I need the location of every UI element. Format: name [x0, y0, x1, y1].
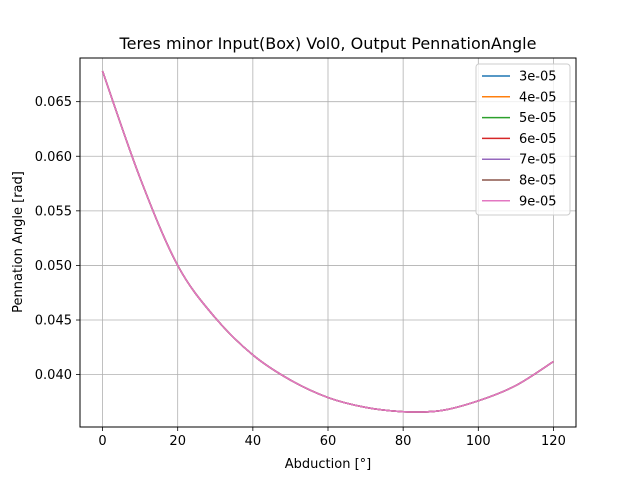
x-tick-label: 80: [395, 434, 412, 449]
legend-label-9e-05: 9e-05: [519, 194, 557, 209]
y-axis-label: Pennation Angle [rad]: [11, 171, 26, 313]
x-tick-label: 40: [245, 434, 262, 449]
series-group: [101, 70, 554, 413]
x-ticks: 0 20 40 60 80 100 120: [98, 427, 566, 449]
y-ticks: 0.040 0.045 0.050 0.055 0.060 0.065: [35, 95, 80, 383]
legend-label-8e-05: 8e-05: [519, 174, 557, 189]
y-tick-label: 0.065: [35, 95, 72, 110]
x-tick-label: 20: [169, 434, 186, 449]
y-tick-label: 0.040: [35, 368, 72, 383]
y-tick-label: 0.055: [35, 204, 72, 219]
y-tick-label: 0.050: [35, 259, 72, 274]
x-tick-label: 0: [98, 434, 106, 449]
x-tick-label: 60: [320, 434, 337, 449]
legend: 3e-05 4e-05 5e-05 6e-05 7e-05 8e-05 9e-05: [475, 63, 571, 216]
legend-label-4e-05: 4e-05: [519, 90, 557, 105]
x-tick-label: 100: [466, 434, 491, 449]
legend-label-7e-05: 7e-05: [519, 153, 557, 168]
x-axis-label: Abduction [°]: [285, 457, 371, 472]
x-tick-label: 120: [541, 434, 566, 449]
legend-label-3e-05: 3e-05: [519, 70, 557, 85]
legend-box: [475, 63, 571, 216]
legend-label-6e-05: 6e-05: [519, 132, 557, 147]
chart-title: Teres minor Input(Box) Vol0, Output Penn…: [119, 34, 537, 53]
series-line-9e-05: [101, 70, 554, 413]
legend-label-5e-05: 5e-05: [519, 111, 557, 126]
y-tick-label: 0.045: [35, 314, 72, 329]
y-tick-label: 0.060: [35, 150, 72, 165]
